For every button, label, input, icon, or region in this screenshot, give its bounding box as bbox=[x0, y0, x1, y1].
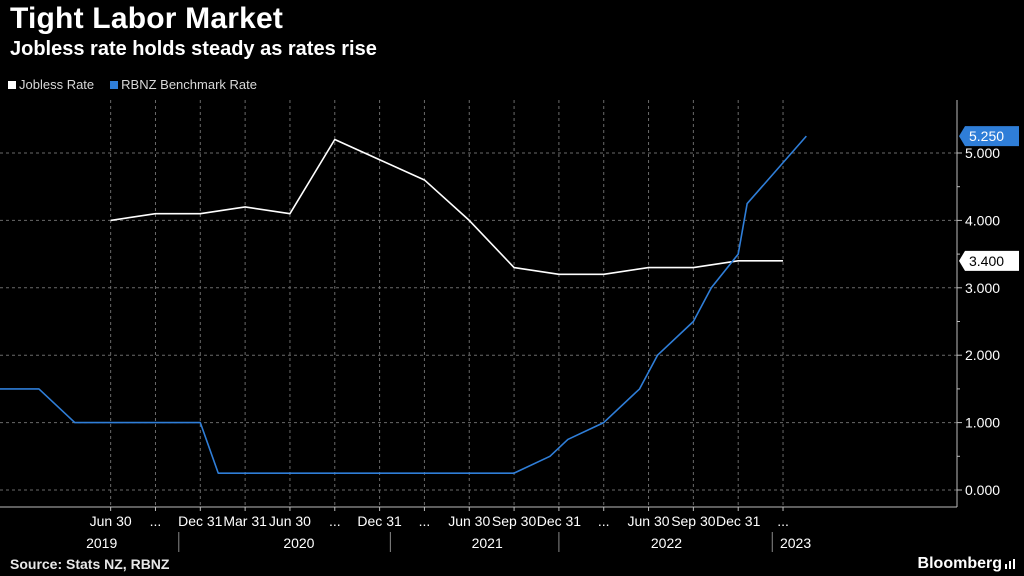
y-tick-label-3: 3.000 bbox=[965, 280, 1000, 296]
x-tick-label-4: Jun 30 bbox=[269, 513, 311, 529]
x-tick-label-1: ... bbox=[150, 513, 162, 529]
legend-item-jobless: Jobless Rate bbox=[8, 77, 94, 92]
last-value-badge-jobless bbox=[959, 250, 1019, 271]
chart-title: Tight Labor Market bbox=[10, 2, 284, 35]
x-tick-label-2: Dec 31 bbox=[178, 513, 223, 529]
legend-swatch-jobless bbox=[8, 80, 16, 89]
y-tick-label-0: 0.000 bbox=[965, 482, 1000, 498]
year-label-2021: 2021 bbox=[472, 535, 503, 551]
series-line-rbnz bbox=[0, 135, 807, 474]
x-tick-label-5: ... bbox=[329, 513, 341, 529]
y-tick-label-4: 4.000 bbox=[965, 212, 1000, 228]
last-value-badge-rbnz bbox=[959, 126, 1019, 147]
source-note: Source: Stats NZ, RBNZ bbox=[10, 556, 170, 572]
x-tick-label-8: Jun 30 bbox=[448, 513, 490, 529]
x-tick-label-9: Sep 30 bbox=[492, 513, 537, 529]
x-tick-label-13: Sep 30 bbox=[671, 513, 716, 529]
brand-name: Bloomberg bbox=[917, 555, 1002, 572]
year-label-2023: 2023 bbox=[780, 535, 811, 551]
year-label-2022: 2022 bbox=[651, 535, 682, 551]
x-tick-label-14: Dec 31 bbox=[716, 513, 761, 529]
legend: Jobless Rate RBNZ Benchmark Rate bbox=[8, 77, 257, 92]
legend-swatch-rbnz bbox=[110, 80, 119, 89]
last-value-label-rbnz: 5.250 bbox=[969, 128, 1004, 144]
year-label-2020: 2020 bbox=[283, 535, 314, 551]
legend-item-rbnz: RBNZ Benchmark Rate bbox=[110, 77, 257, 92]
x-tick-label-7: ... bbox=[419, 513, 431, 529]
series-line-jobless bbox=[110, 138, 784, 276]
last-value-label-jobless: 3.400 bbox=[969, 253, 1004, 269]
x-tick-label-12: Jun 30 bbox=[628, 513, 670, 529]
y-tick-label-1: 1.000 bbox=[965, 415, 1000, 431]
y-tick-label-5: 5.000 bbox=[965, 145, 1000, 161]
x-tick-label-0: Jun 30 bbox=[90, 513, 132, 529]
legend-label-rbnz: RBNZ Benchmark Rate bbox=[121, 77, 257, 92]
year-label-2019: 2019 bbox=[86, 535, 117, 551]
x-tick-label-6: Dec 31 bbox=[357, 513, 402, 529]
x-tick-label-10: Dec 31 bbox=[537, 513, 582, 529]
chart-subtitle: Jobless rate holds steady as rates rise bbox=[10, 38, 377, 60]
x-tick-label-15: ... bbox=[777, 513, 789, 529]
x-tick-label-11: ... bbox=[598, 513, 610, 529]
y-tick-label-2: 2.000 bbox=[965, 347, 1000, 363]
x-tick-label-3: Mar 31 bbox=[223, 513, 267, 529]
brand-chart-icon bbox=[1005, 559, 1015, 569]
legend-label-jobless: Jobless Rate bbox=[19, 77, 95, 92]
brand-logo: Bloomberg bbox=[918, 555, 1016, 573]
